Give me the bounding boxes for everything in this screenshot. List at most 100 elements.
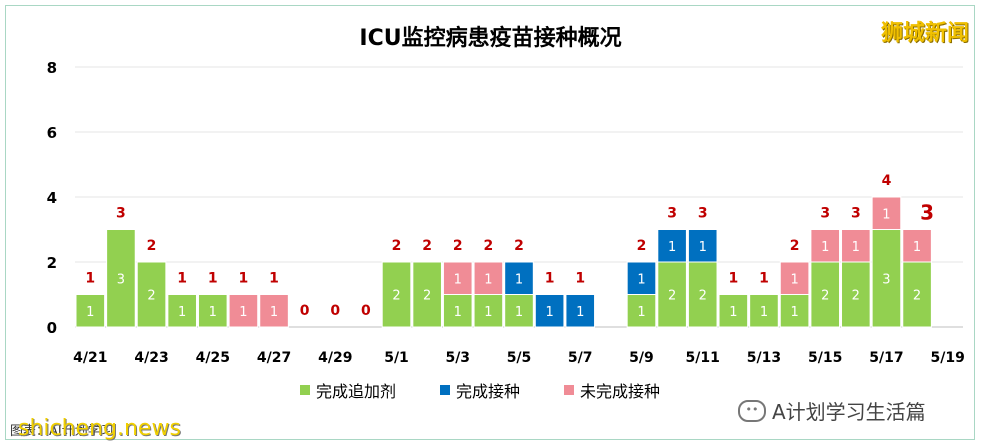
- bar-segment: [197, 294, 228, 328]
- segment-label: 1: [821, 240, 829, 255]
- legend-label-incomplete: 未完成接种: [580, 382, 661, 401]
- legend-label-completed: 完成接种: [456, 382, 521, 401]
- bar-segment: [718, 294, 749, 328]
- footer-caption: 图表：AI计划学习: [10, 424, 114, 439]
- total-label: 1: [208, 271, 218, 287]
- total-label: 1: [728, 271, 738, 287]
- segment-label: 2: [392, 289, 400, 304]
- bar-segment: [657, 261, 687, 328]
- chart-title: ICU监控病患疫苗接种概况: [359, 26, 622, 51]
- bar-segment: [228, 294, 259, 328]
- x-tick-label: 5/5: [507, 350, 532, 366]
- bar-segment: [259, 294, 289, 328]
- x-tick-label: 5/1: [384, 350, 409, 366]
- bar-segment: [687, 261, 718, 328]
- segment-label: 1: [484, 305, 492, 320]
- segment-label: 1: [729, 305, 737, 320]
- total-label: 3: [698, 206, 708, 222]
- segment-label: 1: [668, 240, 676, 255]
- segment-label: 1: [882, 207, 890, 222]
- x-tick-label: 5/9: [629, 350, 654, 366]
- total-label: 1: [575, 271, 585, 287]
- segment-label: 2: [668, 289, 676, 304]
- total-label: 2: [422, 238, 432, 254]
- bar-segment: [841, 229, 871, 263]
- total-label: 3: [851, 206, 861, 222]
- legend-item-completed: 完成接种: [440, 378, 520, 402]
- legend: 完成追加剂 完成接种 未完成接种: [300, 378, 660, 402]
- segment-label: 1: [637, 272, 645, 287]
- site-watermark: shicheng.news: [18, 416, 181, 441]
- total-label: 1: [239, 271, 249, 287]
- y-tick-label: 2: [47, 254, 57, 272]
- bar-segment: [902, 261, 932, 328]
- legend-item-booster: 完成追加剂: [300, 378, 396, 402]
- bar-segment: [504, 261, 534, 295]
- segment-label: 1: [545, 305, 553, 320]
- segment-label: 1: [576, 305, 584, 320]
- segment-label: 2: [852, 289, 860, 304]
- bar-segment: [381, 261, 412, 328]
- segment-label: 2: [913, 289, 921, 304]
- segment-label: 1: [454, 272, 462, 287]
- segment-label: 1: [699, 240, 707, 255]
- legend-swatch-completed: [440, 385, 451, 395]
- total-label: 1: [269, 271, 279, 287]
- total-label: 2: [484, 238, 494, 254]
- segment-label: 3: [117, 272, 125, 287]
- segment-label: 1: [760, 305, 768, 320]
- bar-segment: [106, 229, 136, 328]
- segment-label: 1: [852, 240, 860, 255]
- segment-label: 1: [209, 305, 217, 320]
- segment-label: 1: [515, 272, 523, 287]
- total-label: 0: [300, 303, 310, 319]
- x-tick-label: 5/19: [931, 350, 965, 366]
- x-tick-label: 5/3: [445, 350, 470, 366]
- legend-label-booster: 完成追加剂: [316, 382, 397, 401]
- bar-segment: [75, 294, 106, 328]
- bar-segment: [626, 261, 657, 295]
- total-label: 2: [637, 238, 647, 254]
- segment-label: 1: [515, 305, 523, 320]
- y-tick-label: 4: [47, 189, 57, 207]
- total-label: 2: [514, 238, 524, 254]
- bar-segment: [810, 261, 841, 328]
- x-tick-label: 4/21: [73, 350, 107, 366]
- chart-frame: [5, 5, 975, 440]
- bar-segment: [136, 261, 167, 328]
- segment-label: 1: [790, 305, 798, 320]
- bar-segment: [871, 196, 902, 230]
- segment-label: 1: [637, 305, 645, 320]
- bar-segment: [412, 261, 442, 328]
- total-label: 0: [361, 303, 371, 319]
- y-tick-label: 6: [47, 124, 57, 142]
- wechat-icon: ••: [738, 399, 766, 422]
- segment-label: 1: [913, 240, 921, 255]
- x-tick-label: 4/29: [318, 350, 352, 366]
- segment-label: 1: [178, 305, 186, 320]
- bar-segment: [565, 294, 596, 328]
- total-label: 1: [85, 271, 95, 287]
- bar-segment: [504, 294, 534, 328]
- total-label: 2: [392, 238, 402, 254]
- bar-segment: [749, 294, 779, 328]
- wechat-watermark: •• A计划学习生活篇: [738, 396, 926, 425]
- x-tick-label: 4/25: [196, 350, 230, 366]
- legend-swatch-booster: [300, 385, 310, 395]
- total-label: 3: [667, 206, 677, 222]
- total-label: 2: [790, 238, 800, 254]
- bar-segment: [442, 294, 473, 328]
- legend-item-incomplete: 未完成接种: [564, 378, 660, 402]
- total-label: 1: [545, 271, 555, 287]
- x-tick-label: 5/7: [568, 350, 593, 366]
- segment-label: 1: [790, 272, 798, 287]
- bar-segment: [902, 229, 932, 263]
- bar-segment: [167, 294, 197, 328]
- bar-segment: [841, 261, 871, 328]
- total-label: 1: [759, 271, 769, 287]
- bar-segment: [473, 261, 504, 295]
- y-tick-label: 8: [47, 59, 57, 77]
- x-tick-label: 4/27: [257, 350, 291, 366]
- y-tick-label: 0: [47, 319, 57, 337]
- total-label: 3: [820, 206, 830, 222]
